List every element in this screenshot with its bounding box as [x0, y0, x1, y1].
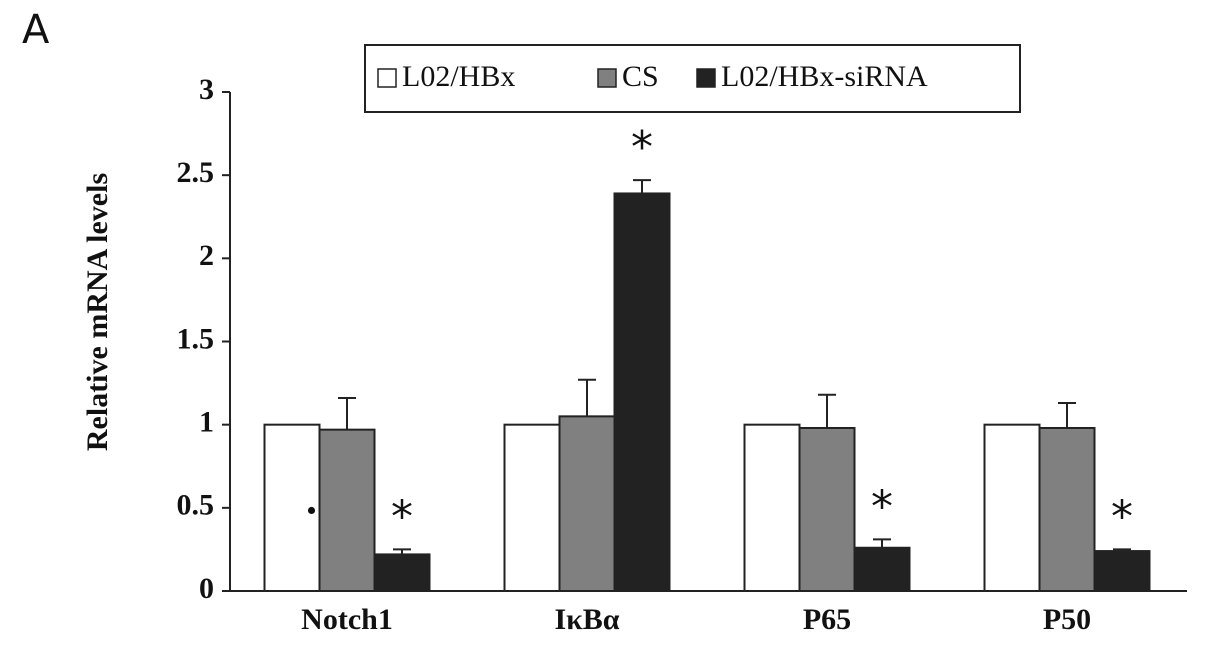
- bar: [1038, 426, 1096, 593]
- legend-swatch: [597, 68, 617, 88]
- y-tick-label: 1.5: [177, 322, 215, 355]
- bar: [373, 553, 431, 593]
- bar: [503, 423, 561, 592]
- bar: [853, 546, 911, 593]
- y-tick-label: 2.5: [177, 156, 215, 189]
- y-tick-label: 1: [199, 406, 214, 439]
- x-tick-label: Notch1: [301, 603, 393, 636]
- annotation: *: [631, 122, 653, 173]
- error-bar: [338, 397, 356, 430]
- bar: [798, 426, 856, 593]
- bar: [743, 423, 801, 592]
- bar: [558, 415, 616, 592]
- error-bar: [578, 378, 596, 417]
- bar: [318, 428, 376, 593]
- panel-label: A: [22, 7, 50, 53]
- annotation: *: [391, 491, 413, 542]
- bar: [1093, 550, 1151, 593]
- x-tick-label: P65: [803, 603, 851, 636]
- error-bar: [873, 538, 891, 548]
- legend-label: L02/HBx: [402, 60, 515, 93]
- error-bar: [393, 548, 411, 555]
- legend-label: CS: [622, 60, 659, 93]
- bar: [983, 423, 1041, 592]
- error-bar: [818, 393, 836, 428]
- legend-swatch: [696, 68, 716, 88]
- x-tick-label: P50: [1043, 603, 1091, 636]
- annotation: *: [871, 481, 893, 532]
- annotation: *: [1111, 491, 1133, 542]
- bar: [263, 423, 321, 592]
- y-tick-label: 3: [199, 73, 214, 106]
- error-bar: [1113, 548, 1131, 552]
- legend-box: [364, 44, 1021, 113]
- y-tick-label: 2: [199, 239, 214, 272]
- y-tick-label: 0: [199, 572, 214, 605]
- legend-swatch: [377, 68, 397, 88]
- legend-label: L02/HBx-siRNA: [721, 60, 928, 93]
- y-tick-label: 0.5: [177, 489, 215, 522]
- error-bar: [1058, 402, 1076, 428]
- x-tick-label: IκBα: [554, 603, 619, 636]
- annotation: •: [306, 495, 317, 528]
- error-bar: [633, 179, 651, 194]
- y-axis-label: Relative mRNA levels: [81, 173, 114, 451]
- bar: [613, 192, 671, 592]
